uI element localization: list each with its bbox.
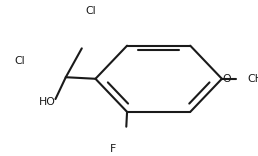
Text: Cl: Cl — [14, 56, 25, 66]
Text: F: F — [110, 144, 116, 154]
Text: CH₃: CH₃ — [248, 74, 258, 84]
Text: Cl: Cl — [85, 6, 96, 16]
Text: HO: HO — [39, 97, 55, 107]
Text: O: O — [223, 74, 231, 84]
